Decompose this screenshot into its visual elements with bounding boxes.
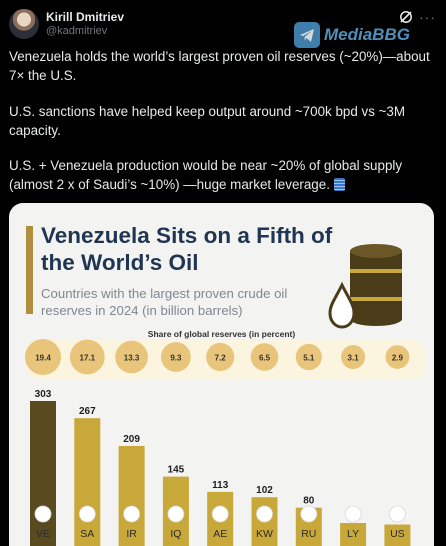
share-bubble bbox=[25, 339, 61, 375]
share-label: Share of global reserves (in percent) bbox=[147, 329, 296, 339]
country-flag-icon bbox=[211, 505, 229, 523]
category-label: LY bbox=[347, 528, 359, 540]
tweet-paragraph-3-text: U.S. + Venezuela production would be nea… bbox=[9, 158, 403, 192]
category-label: RU bbox=[301, 528, 316, 540]
bar-value-label: 80 bbox=[303, 496, 315, 507]
country-flag-icon bbox=[123, 505, 140, 523]
bar-value-label: 267 bbox=[79, 406, 96, 417]
share-bubble bbox=[161, 342, 191, 372]
bar bbox=[118, 446, 145, 546]
share-value-label: 3.1 bbox=[348, 354, 360, 363]
category-label: SA bbox=[80, 528, 94, 540]
share-value-label: 6.5 bbox=[259, 354, 271, 363]
category-label: AE bbox=[213, 528, 227, 540]
share-bubble bbox=[115, 340, 148, 374]
bar-value-label: 303 bbox=[35, 389, 52, 400]
category-label: KW bbox=[256, 528, 273, 540]
tweet-paragraph-3: U.S. + Venezuela production would be nea… bbox=[9, 157, 437, 194]
share-bubble bbox=[206, 342, 235, 372]
share-bubble bbox=[295, 343, 322, 371]
book-emoji-icon bbox=[333, 177, 345, 191]
bar-value-label: 209 bbox=[123, 434, 140, 445]
category-label: US bbox=[390, 528, 405, 540]
more-options-icon[interactable]: ··· bbox=[419, 9, 436, 25]
share-value-label: 2.9 bbox=[392, 354, 404, 363]
share-value-label: 13.3 bbox=[124, 354, 140, 363]
country-flag-icon bbox=[34, 505, 52, 523]
avatar[interactable] bbox=[9, 9, 39, 39]
bar-value-label: 102 bbox=[256, 485, 273, 496]
author-name[interactable]: Kirill Dmitriev bbox=[46, 10, 125, 24]
chart-title: Venezuela Sits on a Fifth of the World’s… bbox=[41, 223, 333, 275]
bar bbox=[340, 523, 367, 546]
chart-subtitle: Countries with the largest proven crude … bbox=[41, 286, 288, 318]
bar bbox=[30, 401, 56, 546]
share-bubble bbox=[69, 339, 105, 375]
share-value-label: 7.2 bbox=[215, 354, 227, 363]
share-value-label: 19.4 bbox=[35, 354, 51, 363]
infographic-image[interactable]: Venezuela Sits on a Fifth of the World’s… bbox=[9, 203, 434, 546]
country-flag-icon bbox=[167, 505, 185, 523]
country-flag-icon bbox=[300, 505, 318, 523]
watermark-text: MediaBBG bbox=[324, 25, 410, 44]
share-bubble bbox=[385, 345, 410, 369]
share-value-label: 5.1 bbox=[303, 354, 315, 363]
oil-barrel-icon bbox=[328, 244, 402, 329]
category-label: IR bbox=[126, 528, 137, 540]
grok-icon[interactable] bbox=[399, 10, 413, 24]
telegram-icon bbox=[294, 22, 320, 48]
share-bubble bbox=[341, 345, 366, 369]
tweet-paragraph-1: Venezuela holds the world’s largest prov… bbox=[9, 49, 430, 83]
category-label: VE bbox=[36, 528, 50, 540]
tweet-header: Kirill Dmitriev @kadmitriev ··· bbox=[0, 0, 446, 44]
share-value-label: 9.3 bbox=[170, 354, 182, 363]
bar-chart: 19.4 303 VE 17.1 267 SA 13.3 209 IR 9.3 145 IQ 7.2 11… bbox=[25, 339, 411, 546]
tweet-paragraph-2: U.S. sanctions have helped keep output a… bbox=[9, 104, 406, 138]
country-flag-icon bbox=[388, 505, 406, 523]
author-handle[interactable]: @kadmitriev bbox=[46, 25, 108, 37]
watermark-logo: MediaBBG bbox=[294, 22, 410, 48]
country-flag-icon bbox=[344, 505, 362, 523]
share-value-label: 17.1 bbox=[80, 354, 96, 363]
share-bubble bbox=[250, 343, 279, 371]
country-flag-icon bbox=[78, 505, 96, 523]
country-flag-icon bbox=[256, 505, 273, 523]
bar-value-label: 145 bbox=[168, 465, 185, 476]
bar bbox=[74, 418, 101, 546]
title-accent-bar bbox=[26, 226, 33, 314]
bar-value-label: 113 bbox=[212, 480, 229, 491]
bar bbox=[384, 524, 411, 546]
category-label: IQ bbox=[170, 528, 181, 540]
